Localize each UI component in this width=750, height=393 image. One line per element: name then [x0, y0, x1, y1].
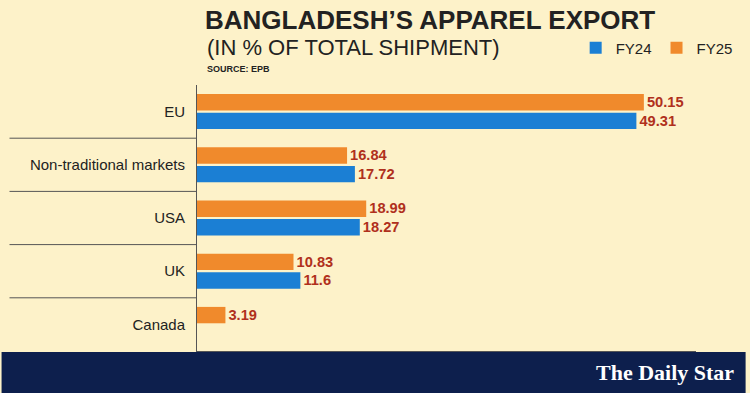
svg-text:18.99: 18.99 [369, 200, 406, 216]
svg-text:Non-traditional markets: Non-traditional markets [30, 156, 185, 173]
svg-text:UK: UK [164, 262, 185, 279]
svg-text:USA: USA [154, 209, 185, 226]
svg-text:10.83: 10.83 [297, 254, 334, 270]
svg-text:16.84: 16.84 [350, 147, 387, 163]
svg-text:49.31: 49.31 [639, 113, 676, 129]
svg-text:SOURCE: EPB: SOURCE: EPB [207, 64, 270, 74]
svg-text:(IN % OF TOTAL SHIPMENT): (IN % OF TOTAL SHIPMENT) [207, 35, 500, 60]
svg-text:EU: EU [164, 103, 185, 120]
svg-text:17.72: 17.72 [358, 166, 395, 182]
svg-text:11.6: 11.6 [303, 272, 331, 288]
svg-text:FY25: FY25 [697, 40, 733, 57]
svg-text:50.15: 50.15 [647, 94, 684, 110]
svg-text:FY24: FY24 [616, 40, 652, 57]
svg-text:BANGLADESH’S APPAREL EXPORT: BANGLADESH’S APPAREL EXPORT [205, 5, 655, 35]
svg-text:3.19: 3.19 [228, 307, 257, 323]
svg-text:18.27: 18.27 [363, 219, 400, 235]
svg-text:The Daily Star: The Daily Star [596, 360, 734, 385]
svg-text:Canada: Canada [132, 316, 185, 333]
